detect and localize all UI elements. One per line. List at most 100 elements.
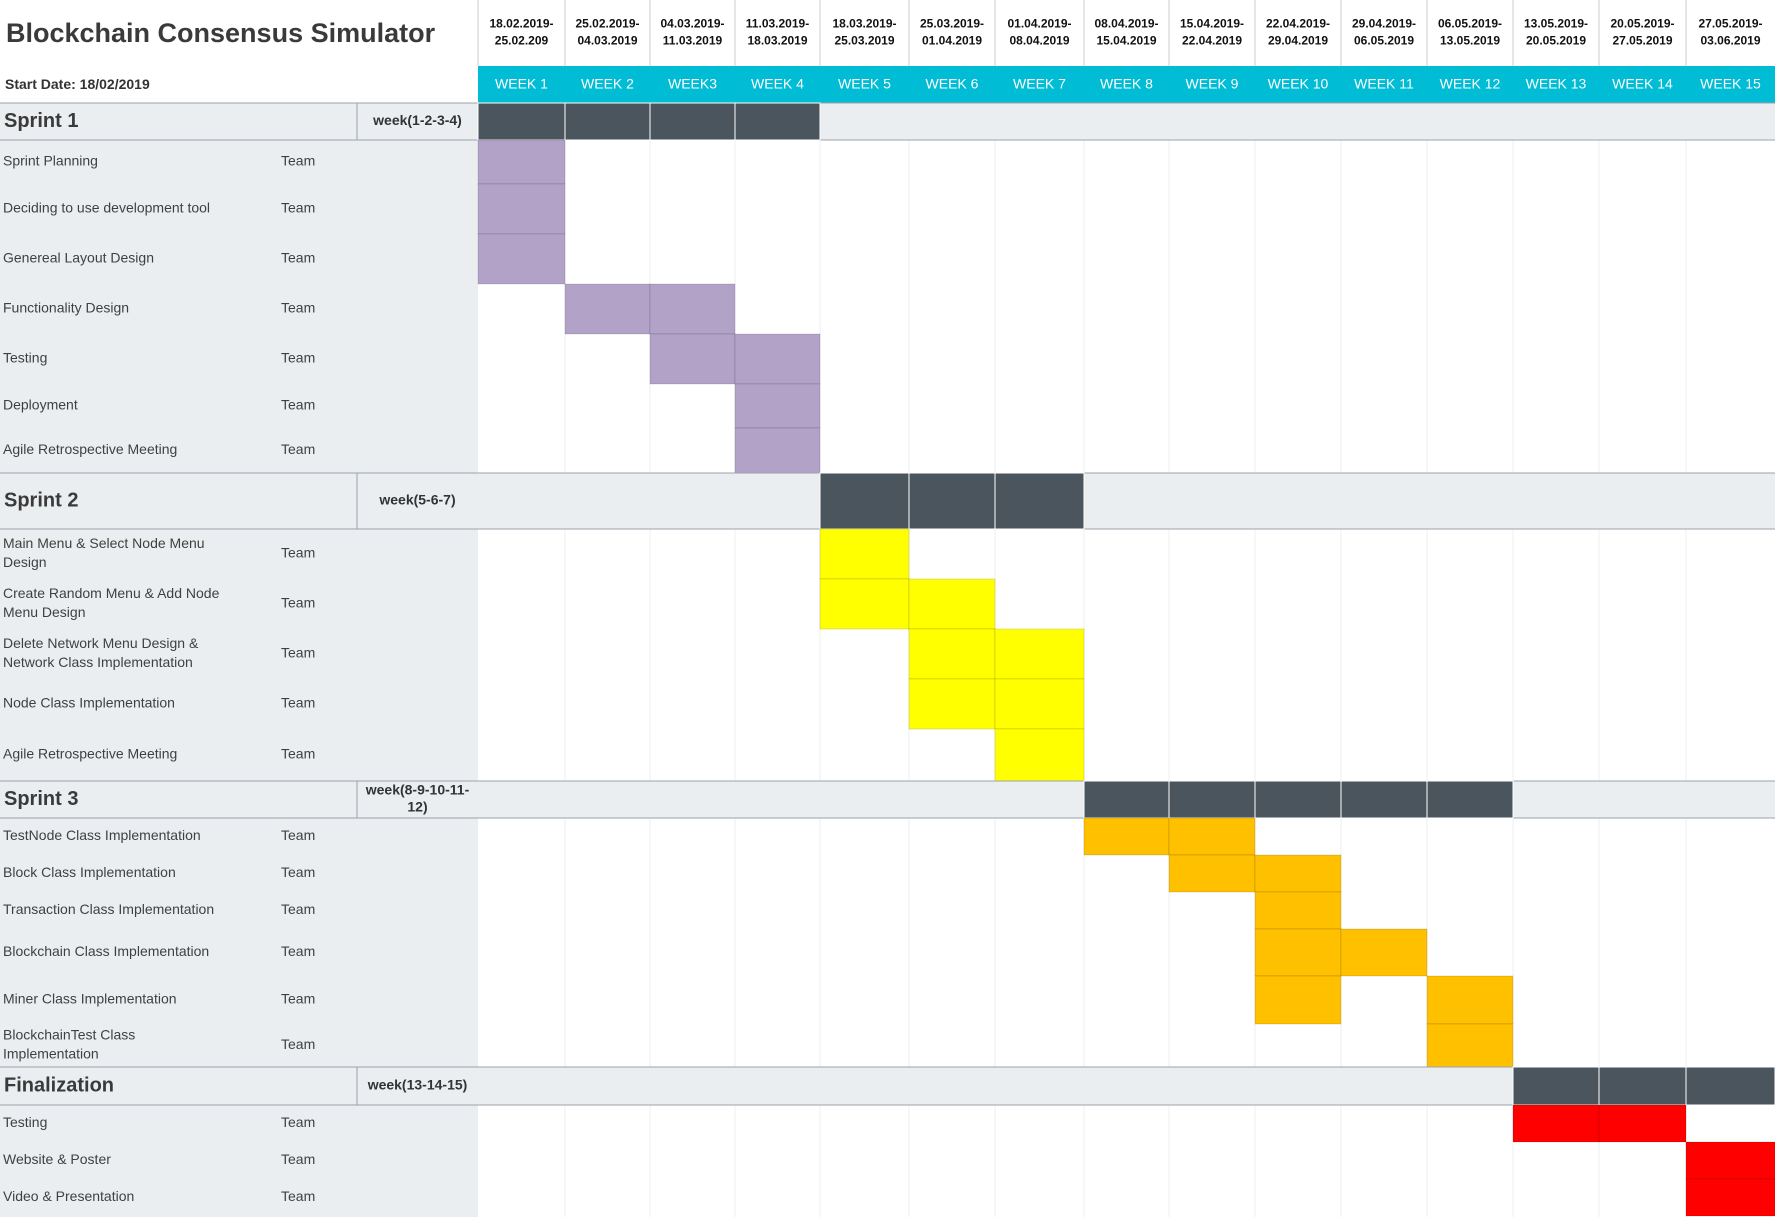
- section-span-block: [1083, 780, 1170, 819]
- week-label: WEEK 9: [1186, 76, 1239, 92]
- task-assignee: Team: [281, 827, 315, 843]
- task-name: Transaction Class Implementation: [3, 901, 214, 917]
- week-date-range: 22.04.2019: [1182, 34, 1242, 48]
- week-date-range: 25.03.2019-: [920, 17, 984, 31]
- task-assignee: Team: [281, 645, 315, 661]
- start-date-label: Start Date: 18/02/2019: [5, 76, 150, 92]
- label-column-background: [0, 103, 478, 1217]
- task-bar: [1598, 1104, 1687, 1143]
- week-date-range: 08.04.2019: [1009, 34, 1069, 48]
- task-assignee: Team: [281, 695, 315, 711]
- task-bar: [908, 678, 996, 730]
- task-name: Testing: [3, 350, 47, 366]
- task-name: BlockchainTest Class: [3, 1027, 135, 1043]
- task-assignee: Team: [281, 746, 315, 762]
- section-weeks-label: week(1-2-3-4): [372, 112, 462, 128]
- task-bar: [734, 383, 821, 429]
- week-date-range: 27.05.2019: [1612, 34, 1672, 48]
- task-bar: [1254, 975, 1342, 1025]
- task-assignee: Team: [281, 991, 315, 1007]
- section-title: Sprint 2: [4, 489, 78, 511]
- section-weeks-label: week(13-14-15): [367, 1077, 468, 1093]
- week-date-range: 27.05.2019-: [1698, 17, 1762, 31]
- week-date-range: 18.02.2019-: [489, 17, 553, 31]
- task-bar: [1685, 1141, 1775, 1180]
- week-date-range: 25.03.2019: [834, 34, 894, 48]
- section-span-block: [908, 472, 996, 530]
- week-date-range: 01.04.2019-: [1007, 17, 1071, 31]
- task-name: Miner Class Implementation: [3, 991, 177, 1007]
- week-label: WEEK 1: [495, 76, 548, 92]
- task-name: Network Class Implementation: [3, 654, 193, 670]
- week-label: WEEK 12: [1440, 76, 1501, 92]
- task-name: Deployment: [3, 397, 78, 413]
- task-name: Delete Network Menu Design &: [3, 635, 199, 651]
- week-date-range: 20.05.2019: [1526, 34, 1586, 48]
- task-bar: [908, 578, 996, 630]
- week-date-range: 18.03.2019: [747, 34, 807, 48]
- section-span-block: [1685, 1066, 1775, 1106]
- section-span-block: [1254, 780, 1342, 819]
- task-bar: [1254, 854, 1342, 893]
- task-bar: [1254, 891, 1342, 930]
- task-bar: [734, 333, 821, 385]
- chart-title: Blockchain Consensus Simulator: [6, 18, 436, 48]
- task-bar: [1083, 817, 1170, 856]
- week-date-range: 11.03.2019: [663, 34, 723, 48]
- week-label: WEEK 8: [1100, 76, 1153, 92]
- section-span-block: [649, 102, 736, 141]
- task-bar: [1512, 1104, 1600, 1143]
- week-date-range: 08.04.2019-: [1094, 17, 1158, 31]
- week-date-range: 15.04.2019-: [1180, 17, 1244, 31]
- section-span-block: [1426, 780, 1514, 819]
- task-name: Genereal Layout Design: [3, 250, 154, 266]
- task-assignee: Team: [281, 350, 315, 366]
- week-label: WEEK 2: [581, 76, 634, 92]
- task-name: Menu Design: [3, 604, 86, 620]
- week-label: WEEK 7: [1013, 76, 1066, 92]
- section-weeks-label: 12): [407, 799, 427, 815]
- task-name: Testing: [3, 1114, 47, 1130]
- task-bar: [477, 233, 566, 285]
- task-name: TestNode Class Implementation: [3, 827, 201, 843]
- task-assignee: Team: [281, 901, 315, 917]
- task-assignee: Team: [281, 1114, 315, 1130]
- task-bar: [649, 333, 736, 385]
- section-span-block: [1340, 780, 1428, 819]
- week-date-range: 13.05.2019: [1440, 34, 1500, 48]
- section-span-block: [1598, 1066, 1687, 1106]
- task-assignee: Team: [281, 864, 315, 880]
- task-name: Node Class Implementation: [3, 695, 175, 711]
- task-name: Blockchain Class Implementation: [3, 943, 209, 959]
- task-assignee: Team: [281, 250, 315, 266]
- task-bar: [994, 678, 1085, 730]
- task-name: Block Class Implementation: [3, 864, 176, 880]
- week-date-range: 25.02.2019-: [575, 17, 639, 31]
- section-span-block: [1168, 780, 1256, 819]
- week-date-range: 01.04.2019: [922, 34, 982, 48]
- week-label: WEEK 14: [1612, 76, 1673, 92]
- task-assignee: Team: [281, 441, 315, 457]
- week-date-range: 06.05.2019-: [1438, 17, 1502, 31]
- task-bar: [819, 528, 910, 580]
- week-label: WEEK 13: [1526, 76, 1587, 92]
- task-name: Main Menu & Select Node Menu: [3, 535, 205, 551]
- task-bar: [649, 283, 736, 335]
- task-assignee: Team: [281, 595, 315, 611]
- task-bar: [477, 139, 566, 185]
- task-bar: [564, 283, 651, 335]
- task-assignee: Team: [281, 1036, 315, 1052]
- week-label: WEEK 5: [838, 76, 891, 92]
- task-name: Deciding to use development tool: [3, 200, 210, 216]
- week-date-range: 06.05.2019: [1354, 34, 1414, 48]
- section-title: Sprint 3: [4, 788, 78, 810]
- task-bar: [1168, 817, 1256, 856]
- section-title: Finalization: [4, 1074, 114, 1096]
- task-name: Create Random Menu & Add Node: [3, 585, 220, 601]
- task-name: Functionality Design: [3, 300, 129, 316]
- week-date-range: 29.04.2019-: [1352, 17, 1416, 31]
- task-bar: [1685, 1178, 1775, 1217]
- section-span-block: [994, 472, 1085, 530]
- task-name: Design: [3, 554, 47, 570]
